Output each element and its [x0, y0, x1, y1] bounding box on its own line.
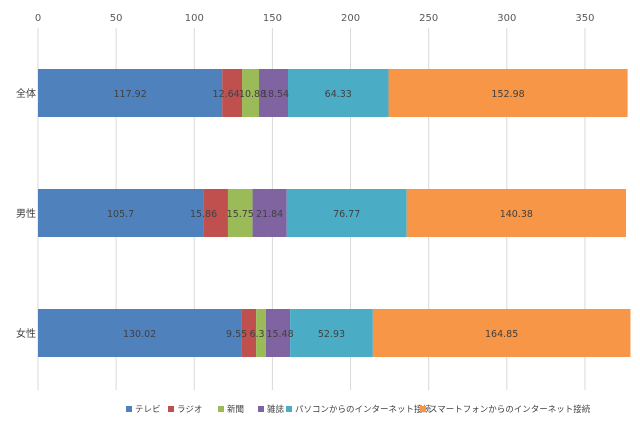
- legend-label: ラジオ: [177, 405, 202, 415]
- bar-segment: [287, 69, 389, 117]
- legend-swatch: [126, 406, 132, 412]
- bar-segment: [242, 69, 260, 117]
- data-label: 18.54: [262, 89, 289, 100]
- legend-label: スマートフォンからのインターネット接続: [429, 404, 591, 415]
- bar-segment: [38, 309, 242, 357]
- bar-segment: [286, 189, 407, 237]
- bar-segment: [38, 189, 204, 237]
- x-tick-label: 200: [341, 13, 360, 24]
- data-label: 15.48: [266, 329, 293, 340]
- x-tick-label: 0: [35, 13, 41, 24]
- data-label: 105.7: [107, 209, 134, 220]
- x-tick-label: 100: [185, 13, 204, 24]
- bar-segment: [241, 309, 257, 357]
- x-tick-label: 150: [263, 13, 282, 24]
- data-label: 117.92: [114, 89, 147, 100]
- bar-segment: [222, 69, 243, 117]
- legend-label: テレビ: [135, 405, 161, 415]
- category-label: 女性: [16, 327, 36, 340]
- x-tick-label: 300: [497, 13, 516, 24]
- data-label: 12.64: [213, 89, 240, 100]
- category-label: 男性: [16, 207, 36, 220]
- legend-label: 新聞: [227, 404, 244, 415]
- legend-swatch: [218, 406, 224, 412]
- bar-segment: [290, 309, 373, 357]
- bar-segment: [406, 189, 627, 237]
- bar-segment: [38, 69, 223, 117]
- legend-swatch: [420, 406, 426, 412]
- data-label: 15.75: [227, 209, 254, 220]
- x-tick-label: 250: [419, 13, 438, 24]
- data-label: 52.93: [318, 329, 345, 340]
- legend-label: 雑誌: [267, 404, 285, 415]
- bar-segment: [259, 69, 288, 117]
- bar-segment: [227, 189, 253, 237]
- bar-segment: [256, 309, 266, 357]
- data-label: 152.98: [491, 89, 524, 100]
- bar-segment: [372, 309, 631, 357]
- legend-swatch: [258, 406, 264, 412]
- data-label: 9.55: [226, 329, 247, 340]
- bar-segment: [203, 189, 228, 237]
- bars: [38, 69, 631, 357]
- data-label: 10.88: [239, 89, 266, 100]
- legend-swatch: [168, 406, 174, 412]
- data-label: 64.33: [325, 89, 352, 100]
- x-tick-label: 350: [575, 13, 594, 24]
- data-label: 76.77: [333, 209, 360, 220]
- data-label: 6.3: [249, 329, 264, 340]
- x-tick-label: 50: [110, 13, 123, 24]
- data-label: 140.38: [500, 209, 533, 220]
- data-label: 15.86: [190, 209, 217, 220]
- data-label: 130.02: [123, 329, 156, 340]
- category-label: 全体: [16, 87, 36, 100]
- legend-swatch: [286, 406, 292, 412]
- bar-segment: [252, 189, 287, 237]
- legend-label: パソコンからのインターネット接続: [295, 404, 432, 415]
- bar-segment: [388, 69, 628, 117]
- bar-segment: [265, 309, 291, 357]
- legend: テレビ ラジオ 新聞 雑誌 パソコンからのインターネット接続スマートフォンからのインター…: [126, 404, 591, 415]
- data-label: 21.84: [256, 209, 283, 220]
- data-label: 164.85: [485, 329, 518, 340]
